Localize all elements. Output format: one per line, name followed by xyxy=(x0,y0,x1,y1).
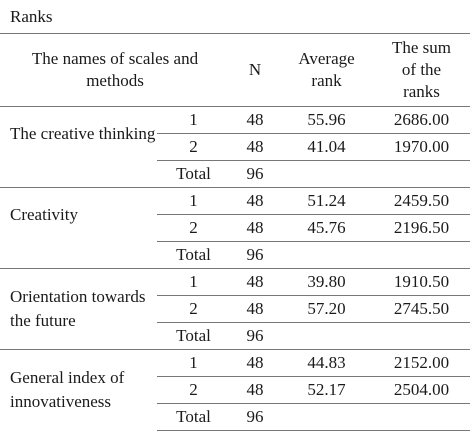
average-rank-value: 45.76 xyxy=(280,214,374,242)
n-value: 48 xyxy=(230,133,281,161)
header-average-rank: Average rank xyxy=(280,33,374,107)
group-label: 1 xyxy=(157,106,231,134)
ranks-table: The names of scales and methods N Averag… xyxy=(0,33,471,431)
empty-cell xyxy=(0,242,157,269)
n-value: 96 xyxy=(230,403,281,431)
total-label: Total xyxy=(157,322,231,350)
n-value: 96 xyxy=(230,241,281,269)
sum-ranks-value: 1910.50 xyxy=(373,268,471,296)
table-row: Creativity 1 48 51.24 2459.50 xyxy=(0,187,471,242)
sum-ranks-value xyxy=(373,403,471,431)
average-rank-value xyxy=(280,241,374,269)
average-rank-value xyxy=(280,403,374,431)
header-scale-name: The names of scales and methods xyxy=(0,33,231,107)
sum-ranks-value: 1970.00 xyxy=(373,133,471,161)
total-label: Total xyxy=(157,160,231,188)
sum-ranks-value xyxy=(373,160,471,188)
table-row: 2 48 52.17 2504.00 xyxy=(0,376,471,404)
group-label: 1 xyxy=(157,187,231,215)
table-row: Total 96 xyxy=(0,403,471,431)
average-rank-value: 55.96 xyxy=(280,106,374,134)
table-row: 2 48 45.76 2196.50 xyxy=(0,214,471,242)
header-n: N xyxy=(230,33,281,107)
group-label: 1 xyxy=(157,268,231,296)
table-row: The creative thinking 1 48 55.96 2686.00 xyxy=(0,106,471,161)
average-rank-value: 39.80 xyxy=(280,268,374,296)
scale-name: Creativity xyxy=(0,187,157,242)
scale-name: The creative thinking xyxy=(0,106,157,161)
group-label: 2 xyxy=(157,214,231,242)
average-rank-value: 51.24 xyxy=(280,187,374,215)
scale-name: Orientation towards the future xyxy=(0,268,157,350)
sum-ranks-value: 2504.00 xyxy=(373,376,471,404)
average-rank-value: 52.17 xyxy=(280,376,374,404)
sum-ranks-value xyxy=(373,322,471,350)
sum-ranks-value xyxy=(373,241,471,269)
n-value: 48 xyxy=(230,295,281,323)
scale-name: General index of innovativeness xyxy=(0,349,157,431)
table-row: Total 96 xyxy=(0,241,471,269)
n-value: 48 xyxy=(230,187,281,215)
average-rank-value xyxy=(280,322,374,350)
n-value: 48 xyxy=(230,376,281,404)
sum-ranks-value: 2745.50 xyxy=(373,295,471,323)
sum-ranks-value: 2686.00 xyxy=(373,106,471,134)
n-value: 48 xyxy=(230,268,281,296)
header-sum-of-ranks: The sum of the ranks xyxy=(373,33,471,107)
n-value: 48 xyxy=(230,214,281,242)
group-label: 2 xyxy=(157,133,231,161)
n-value: 96 xyxy=(230,160,281,188)
table-row: 2 48 41.04 1970.00 xyxy=(0,133,471,161)
sum-ranks-value: 2459.50 xyxy=(373,187,471,215)
sum-ranks-value: 2152.00 xyxy=(373,349,471,377)
n-value: 48 xyxy=(230,106,281,134)
average-rank-value: 41.04 xyxy=(280,133,374,161)
group-label: 1 xyxy=(157,349,231,377)
average-rank-value xyxy=(280,160,374,188)
total-label: Total xyxy=(157,241,231,269)
average-rank-value: 44.83 xyxy=(280,349,374,377)
table-row: Orientation towards the future 1 48 39.8… xyxy=(0,268,471,350)
sum-ranks-value: 2196.50 xyxy=(373,214,471,242)
n-value: 48 xyxy=(230,349,281,377)
table-row: General index of innovativeness 1 48 44.… xyxy=(0,349,471,431)
total-label: Total xyxy=(157,403,231,431)
table-caption: Ranks xyxy=(10,7,53,26)
table-row: Total 96 xyxy=(0,322,471,350)
table-row: 2 48 57.20 2745.50 xyxy=(0,295,471,323)
header-row: The names of scales and methods N Averag… xyxy=(0,33,471,107)
empty-cell xyxy=(0,161,157,188)
average-rank-value: 57.20 xyxy=(280,295,374,323)
group-label: 2 xyxy=(157,376,231,404)
n-value: 96 xyxy=(230,322,281,350)
table-row: Total 96 xyxy=(0,160,471,188)
group-label: 2 xyxy=(157,295,231,323)
